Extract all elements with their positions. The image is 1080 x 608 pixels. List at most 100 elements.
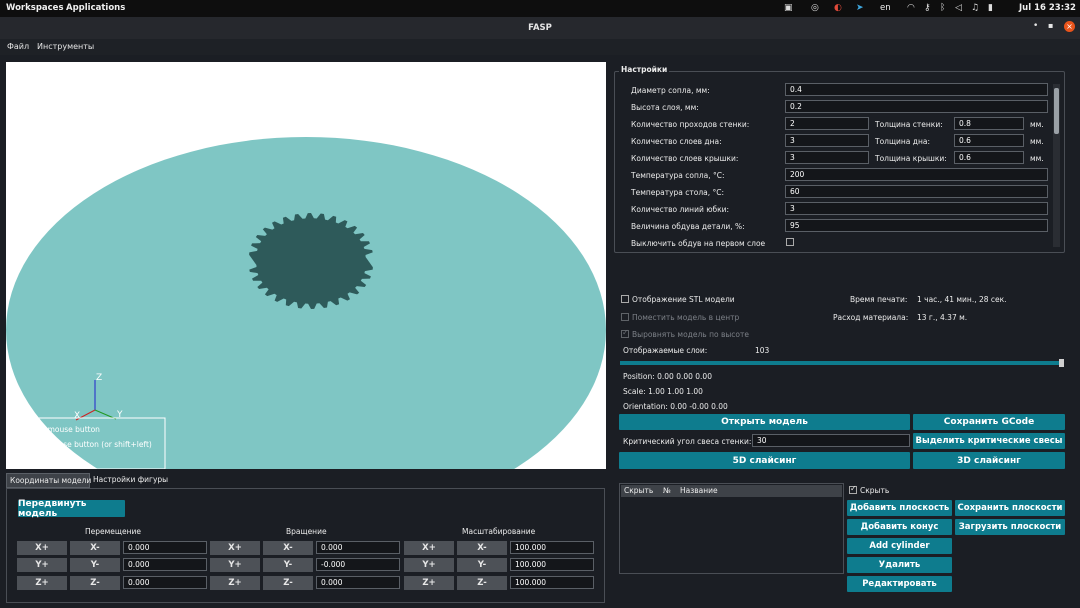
rotate-z-plus-button[interactable]: Z+ xyxy=(210,576,260,590)
battery-icon[interactable]: ▮ xyxy=(988,3,993,13)
key-icon[interactable]: ⚷ xyxy=(924,3,931,13)
maximize-icon[interactable]: ▪ xyxy=(1048,21,1054,30)
keyboard-layout[interactable]: en xyxy=(880,3,891,13)
layers-slider-handle[interactable] xyxy=(1059,359,1064,367)
translate-x-minus-button[interactable]: X- xyxy=(70,541,120,555)
scale-readout: Scale: 1.00 1.00 1.00 xyxy=(623,387,703,396)
scale-z-minus-button[interactable]: Z- xyxy=(457,576,507,590)
orientation-readout: Orientation: 0.00 -0.00 0.00 xyxy=(623,402,728,411)
rotate-x-minus-button[interactable]: X- xyxy=(263,541,313,555)
tab-figure-settings[interactable]: Настройки фигуры xyxy=(93,475,169,484)
rotate-z-minus-button[interactable]: Z- xyxy=(263,576,313,590)
critical-angle-label: Критический угол свеса стенки: xyxy=(623,437,752,446)
microphone-icon[interactable]: ♫ xyxy=(971,3,980,13)
close-icon[interactable]: × xyxy=(1064,21,1075,32)
translate-y-minus-button[interactable]: Y- xyxy=(70,558,120,572)
system-top-bar: Workspaces Applications ▣ ◎ ◐ ➤ en ◠ ⚷ ᛒ… xyxy=(0,0,1080,17)
planes-col-hide[interactable]: Скрыть xyxy=(624,486,654,495)
scale-y-input[interactable]: 100.000 xyxy=(510,558,594,571)
bottom-layers-label: Количество слоев дна: xyxy=(631,137,722,146)
edit-button[interactable]: Редактировать xyxy=(847,576,952,592)
nozzle-temp-input[interactable]: 200 xyxy=(785,168,1048,181)
scale-y-plus-button[interactable]: Y+ xyxy=(404,558,454,572)
3d-viewport[interactable]: Z X Y - left mouse button ddle mouse but… xyxy=(6,62,606,469)
scale-title: Масштабирование xyxy=(462,527,536,536)
layers-label: Отображаемые слои: xyxy=(623,346,708,355)
save-planes-button[interactable]: Сохранить плоскости xyxy=(955,500,1065,516)
translate-z-minus-button[interactable]: Z- xyxy=(70,576,120,590)
layers-slider[interactable] xyxy=(620,359,1064,367)
menu-bar: Файл Инструменты xyxy=(0,39,1080,55)
clock[interactable]: Jul 16 23:32 xyxy=(1019,3,1076,13)
rotate-y-plus-button[interactable]: Y+ xyxy=(210,558,260,572)
load-planes-button[interactable]: Загрузить плоскости xyxy=(955,519,1065,535)
scale-z-plus-button[interactable]: Z+ xyxy=(404,576,454,590)
planes-col-name[interactable]: Название xyxy=(680,486,718,495)
wall-thickness-input[interactable]: 0.8 xyxy=(954,117,1024,130)
translate-y-plus-button[interactable]: Y+ xyxy=(17,558,67,572)
save-gcode-button[interactable]: Сохранить GCode xyxy=(913,414,1065,430)
slice-5d-button[interactable]: 5D слайсинг xyxy=(619,452,910,469)
position-readout: Position: 0.00 0.00 0.00 xyxy=(623,372,712,381)
translate-z-input[interactable]: 0.000 xyxy=(123,576,207,589)
rotate-y-input[interactable]: -0.000 xyxy=(316,558,400,571)
center-model-checkbox[interactable] xyxy=(621,313,629,321)
minimize-icon[interactable]: • xyxy=(1033,21,1039,31)
top-layers-input[interactable]: 3 xyxy=(785,151,869,164)
print-time-value: 1 час., 41 мин., 28 сек. xyxy=(917,295,1007,304)
bottom-thickness-input[interactable]: 0.6 xyxy=(954,134,1024,147)
highlight-critical-button[interactable]: Выделить критические свесы xyxy=(913,433,1065,449)
translate-y-input[interactable]: 0.000 xyxy=(123,558,207,571)
translate-x-plus-button[interactable]: X+ xyxy=(17,541,67,555)
rotate-x-plus-button[interactable]: X+ xyxy=(210,541,260,555)
add-plane-button[interactable]: Добавить плоскость xyxy=(847,500,952,516)
translate-z-plus-button[interactable]: Z+ xyxy=(17,576,67,590)
fan-speed-input[interactable]: 95 xyxy=(785,219,1048,232)
add-cone-button[interactable]: Добавить конус xyxy=(847,519,952,535)
tray-app-icon[interactable]: ◐ xyxy=(834,3,842,13)
tab-coordinates[interactable]: Координаты модели xyxy=(6,473,91,488)
move-model-button[interactable]: Передвинуть модель xyxy=(18,499,125,519)
open-model-button[interactable]: Открыть модель xyxy=(619,414,910,430)
chrome-tray-icon[interactable]: ◎ xyxy=(811,3,819,13)
bottom-thickness-unit: мм. xyxy=(1030,137,1044,146)
show-stl-checkbox[interactable] xyxy=(621,295,629,303)
scale-z-input[interactable]: 100.000 xyxy=(510,576,594,589)
rotate-x-input[interactable]: 0.000 xyxy=(316,541,400,554)
add-cylinder-button[interactable]: Add cylinder xyxy=(847,538,952,554)
delete-button[interactable]: Удалить xyxy=(847,557,952,573)
nozzle-diameter-input[interactable]: 0.4 xyxy=(785,83,1048,96)
telegram-icon[interactable]: ➤ xyxy=(856,3,864,13)
axis-z-label: Z xyxy=(96,373,102,383)
slice-3d-button[interactable]: 3D слайсинг xyxy=(913,452,1065,469)
translate-x-input[interactable]: 0.000 xyxy=(123,541,207,554)
wifi-icon[interactable]: ◠ xyxy=(907,3,915,13)
bottom-layers-input[interactable]: 3 xyxy=(785,134,869,147)
scale-x-minus-button[interactable]: X- xyxy=(457,541,507,555)
align-height-checkbox[interactable] xyxy=(621,328,629,338)
menu-tools[interactable]: Инструменты xyxy=(37,42,95,51)
rotate-z-input[interactable]: 0.000 xyxy=(316,576,400,589)
bed-temp-input[interactable]: 60 xyxy=(785,185,1048,198)
critical-angle-input[interactable]: 30 xyxy=(752,434,910,447)
settings-scrollbar[interactable] xyxy=(1053,84,1060,247)
app-tray-icon[interactable]: ▣ xyxy=(784,3,793,13)
wall-count-input[interactable]: 2 xyxy=(785,117,869,130)
top-thickness-input[interactable]: 0.6 xyxy=(954,151,1024,164)
applications-menu[interactable]: Applications xyxy=(66,3,126,13)
menu-file[interactable]: Файл xyxy=(7,42,30,51)
workspaces-menu[interactable]: Workspaces xyxy=(6,3,64,13)
wall-thickness-label: Толщина стенки: xyxy=(875,120,943,129)
hide-planes-checkbox[interactable] xyxy=(849,484,857,494)
scale-y-minus-button[interactable]: Y- xyxy=(457,558,507,572)
planes-col-number[interactable]: № xyxy=(663,486,671,495)
scale-x-plus-button[interactable]: X+ xyxy=(404,541,454,555)
scale-x-input[interactable]: 100.000 xyxy=(510,541,594,554)
disable-fan-first-layer-checkbox[interactable] xyxy=(786,238,794,246)
layer-height-input[interactable]: 0.2 xyxy=(785,100,1048,113)
planes-table[interactable]: Скрыть № Название xyxy=(619,483,844,574)
skirt-lines-input[interactable]: 3 xyxy=(785,202,1048,215)
rotate-y-minus-button[interactable]: Y- xyxy=(263,558,313,572)
bluetooth-icon[interactable]: ᛒ xyxy=(940,3,946,13)
volume-icon[interactable]: ◁ xyxy=(955,3,962,13)
